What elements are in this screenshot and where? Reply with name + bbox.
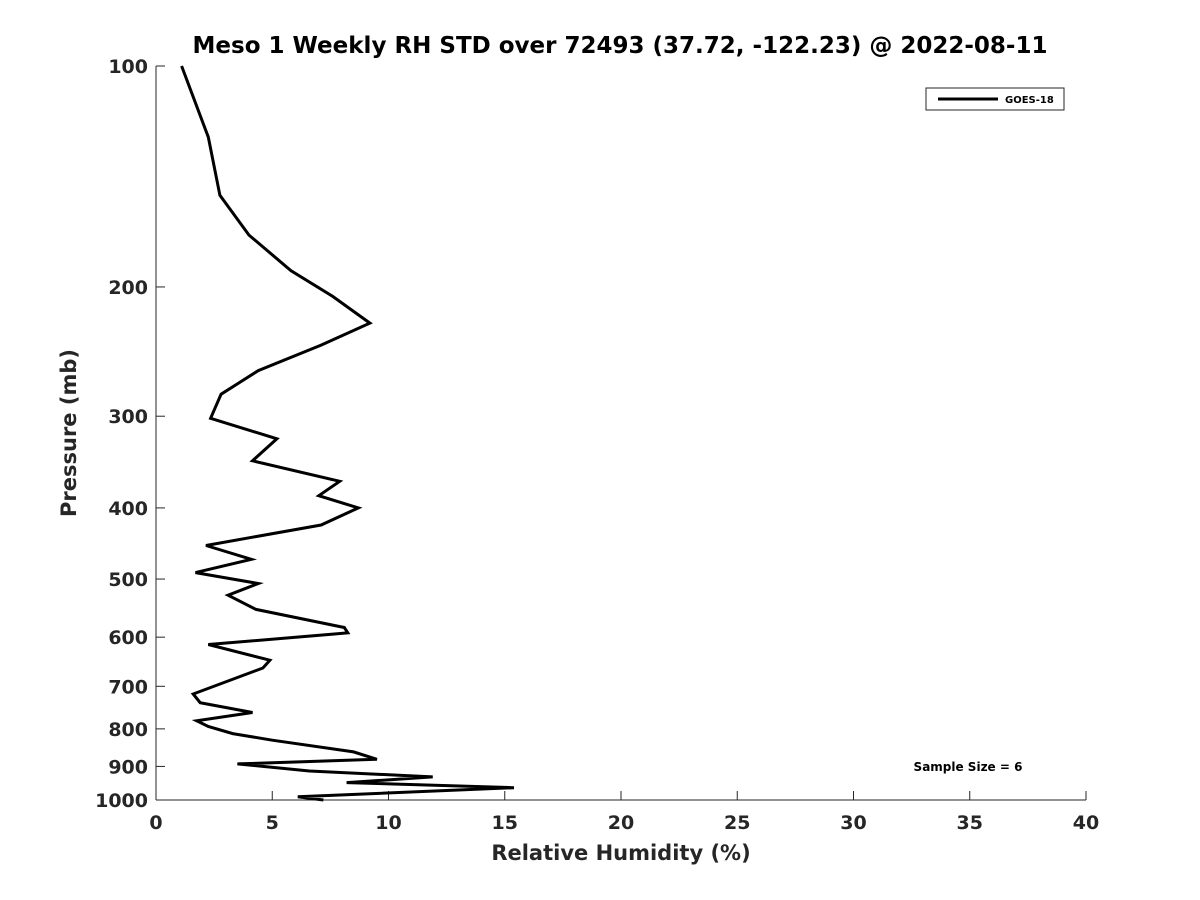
- legend: GOES-18: [925, 87, 1065, 111]
- y-tick-label: 1000: [95, 790, 148, 812]
- x-tick-label: 0: [149, 812, 162, 834]
- series-lines: [180, 65, 515, 802]
- series-line-goes-18: [180, 65, 515, 802]
- sample-size-annotation: Sample Size = 6: [914, 760, 1023, 774]
- x-tick-label: 15: [492, 812, 518, 834]
- legend-label-goes-18: GOES-18: [1005, 95, 1054, 106]
- x-tick-label: 35: [957, 812, 983, 834]
- y-tick-label: 600: [108, 627, 148, 649]
- y-axis-ticks: 100 200 300 400 500 600 700 800 900 1000: [95, 56, 165, 812]
- x-tick-label: 25: [724, 812, 750, 834]
- y-tick-label: 900: [108, 756, 148, 778]
- x-axis-ticks: 0 5 10 15 20 25 30 35 40: [149, 791, 1099, 834]
- x-tick-label: 20: [608, 812, 634, 834]
- y-tick-label: 800: [108, 719, 148, 741]
- y-axis-label: Pressure (mb): [57, 349, 81, 517]
- y-tick-label: 300: [108, 406, 148, 428]
- y-tick-label: 200: [108, 277, 148, 299]
- y-tick-label: 500: [108, 569, 148, 591]
- x-tick-label: 30: [840, 812, 866, 834]
- x-tick-label: 40: [1073, 812, 1099, 834]
- x-tick-label: 5: [266, 812, 279, 834]
- y-tick-label: 100: [108, 56, 148, 78]
- y-tick-label: 700: [108, 676, 148, 698]
- y-tick-label: 400: [108, 498, 148, 520]
- chart-title: Meso 1 Weekly RH STD over 72493 (37.72, …: [193, 33, 1048, 59]
- x-tick-label: 10: [375, 812, 401, 834]
- x-axis-label: Relative Humidity (%): [491, 841, 750, 865]
